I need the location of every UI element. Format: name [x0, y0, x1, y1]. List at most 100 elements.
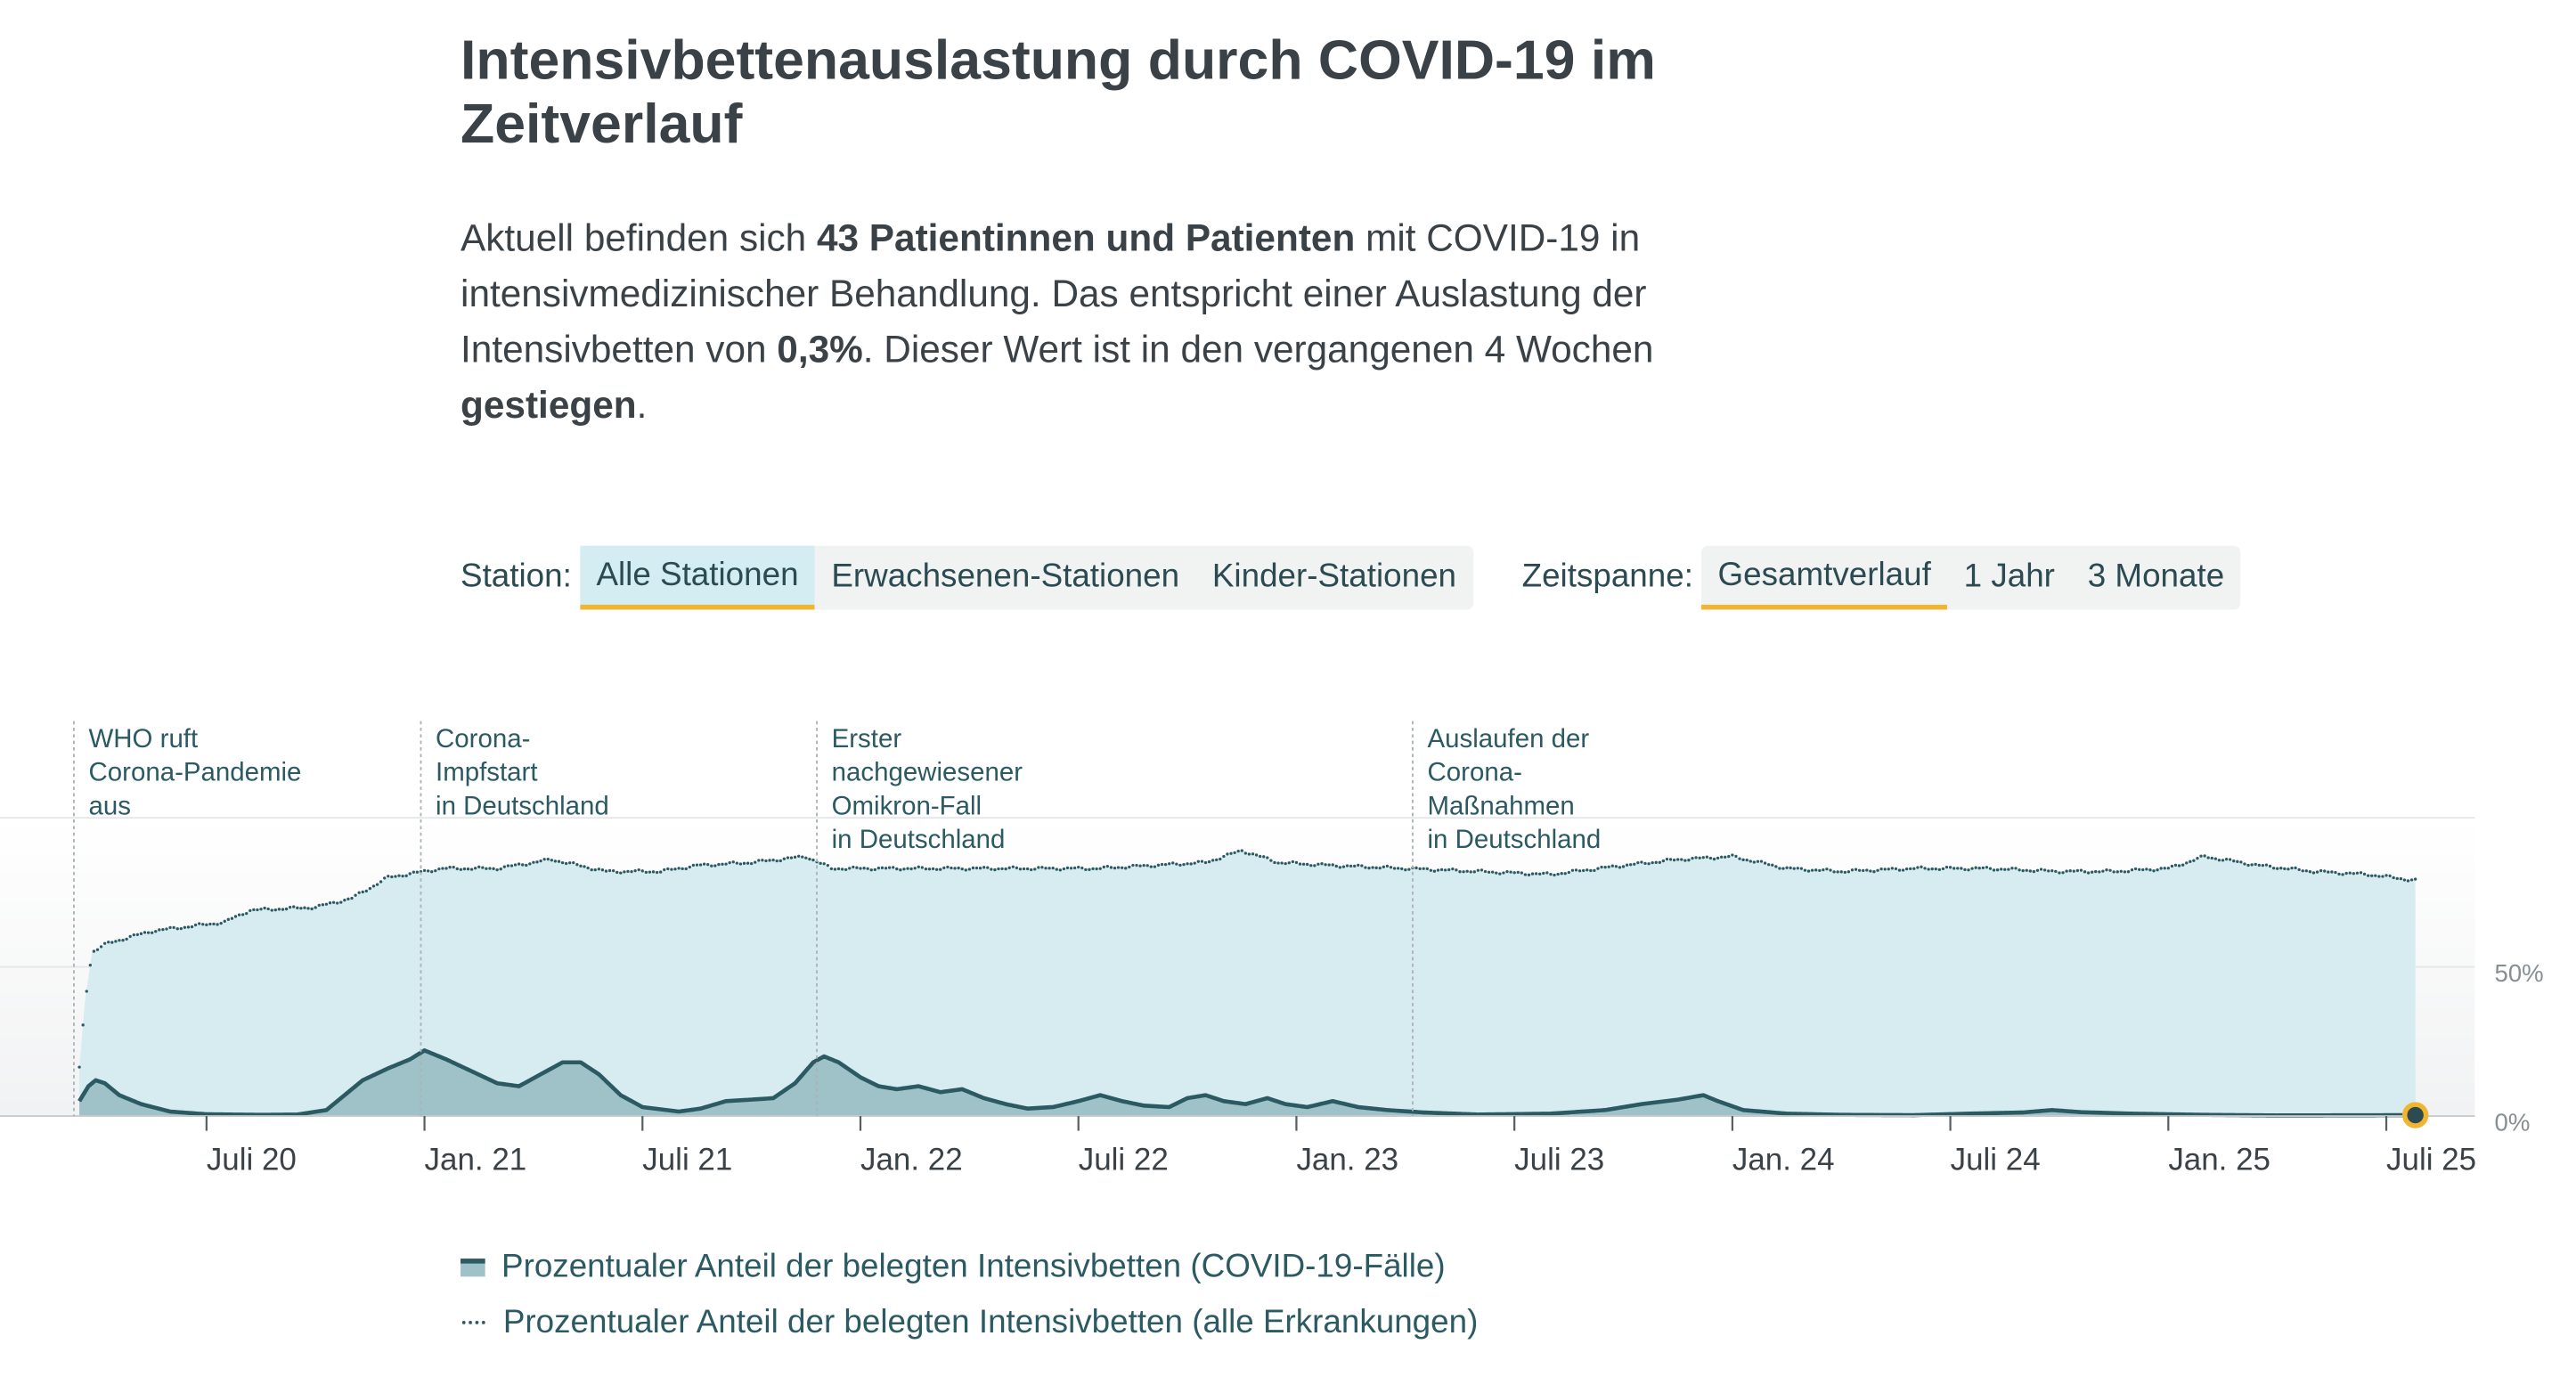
dot-all [2181, 863, 2185, 867]
dot-all [328, 901, 332, 905]
dot-all [481, 866, 485, 869]
dot-all [1636, 860, 1640, 865]
dot-all [1698, 856, 1701, 859]
dot-all [2381, 875, 2384, 878]
dot-all [615, 870, 619, 875]
dot-all [1153, 865, 1157, 868]
legend-label-all: Prozentualer Anteil der belegten Intensi… [502, 1303, 1479, 1340]
dot-all [2115, 870, 2119, 874]
dot-all [2250, 863, 2254, 867]
dot-all [2406, 879, 2410, 883]
dot-all [884, 867, 888, 870]
dot-all [1614, 865, 1618, 868]
dot-all [1738, 857, 1741, 860]
dot-all [1749, 859, 1752, 863]
dot-all [321, 903, 325, 907]
dot-all [1015, 866, 1019, 870]
dot-all [1661, 859, 1666, 863]
dot-all [1309, 864, 1313, 868]
period-option-3-monate[interactable]: 3 Monate [2087, 558, 2225, 595]
dot-all [1745, 858, 1749, 862]
dot-all [1098, 867, 1102, 870]
dot-all [1382, 865, 1385, 868]
dot-all [691, 863, 696, 868]
dot-all [266, 907, 270, 911]
dot-all [1334, 864, 1338, 868]
line-covid [77, 1048, 2416, 1118]
dot-all [437, 867, 441, 871]
dot-all [346, 897, 350, 900]
dot-all [1407, 868, 1411, 871]
dot-all [964, 868, 967, 872]
dot-all [408, 872, 412, 876]
station-option-kinder[interactable]: Kinder-Stationen [1211, 558, 1457, 595]
dot-all [1822, 868, 1825, 872]
station-option-alle[interactable]: Alle Stationen [580, 545, 815, 610]
dot-all [804, 856, 808, 859]
x-tick-label: Juli 24 [1951, 1143, 2041, 1177]
dot-all [659, 870, 663, 874]
dot-all [339, 900, 343, 904]
dot-all [1414, 866, 1418, 870]
dot-all [2061, 871, 2065, 875]
dot-all [1640, 860, 1643, 864]
dot-all [2126, 870, 2131, 874]
dot-all [640, 869, 644, 873]
dot-all [240, 913, 245, 916]
dot-all [1829, 868, 1832, 872]
dot-all [931, 867, 935, 871]
dot-all [2374, 874, 2377, 877]
dot-all [939, 868, 942, 871]
dot-all [1163, 862, 1168, 867]
dot-all [1353, 864, 1357, 868]
dot-all [477, 865, 481, 868]
dot-all [1189, 862, 1193, 866]
dot-all [226, 917, 230, 921]
dot-all [88, 964, 92, 967]
dot-all [1317, 862, 1320, 866]
dot-all [572, 861, 575, 865]
dot-all [525, 863, 528, 868]
dot-all [990, 868, 993, 871]
dot-all [1862, 868, 1865, 873]
dot-all [1349, 864, 1353, 868]
occupancy-chart[interactable]: WHO ruft Corona-Pandemie aus Corona- Impfsta… [0, 705, 2570, 1196]
dot-all [2199, 854, 2203, 858]
dot-all [81, 1023, 85, 1027]
dot-all [2094, 869, 2098, 874]
period-option-gesamt[interactable]: Gesamtverlauf [1701, 546, 1948, 610]
dot-all [412, 870, 415, 874]
dot-all [1131, 863, 1135, 868]
dot-all [2145, 868, 2148, 871]
dot-all [1313, 864, 1317, 868]
dot-all [245, 911, 249, 916]
dot-all [880, 866, 884, 869]
dot-all [1705, 855, 1708, 859]
dot-all [1556, 872, 1560, 876]
dot-all [1538, 872, 1542, 876]
dot-all [2058, 871, 2061, 875]
station-option-erwachsene[interactable]: Erwachsenen-Stationen [831, 558, 1180, 595]
dot-all [859, 867, 862, 870]
dot-all [521, 863, 525, 867]
period-option-1-jahr[interactable]: 1 Jahr [1963, 558, 2055, 595]
dot-all [1011, 865, 1015, 868]
dot-all [2359, 871, 2363, 875]
dot-all [198, 922, 201, 925]
dot-all [1549, 872, 1553, 876]
dot-all [1930, 867, 1934, 871]
dot-all [175, 927, 179, 931]
lead-part-4: . [636, 383, 648, 427]
dot-all [2166, 867, 2170, 870]
dot-all [2108, 868, 2112, 872]
dot-all [1752, 860, 1757, 864]
dot-all [277, 908, 281, 911]
annotation-text: Impfstart [436, 758, 538, 787]
dot-all [670, 868, 673, 871]
dot-all [1058, 868, 1062, 872]
station-label: Station: [461, 558, 572, 595]
dot-all [532, 860, 535, 864]
dot-all [1439, 868, 1444, 872]
dot-all [1495, 871, 1498, 875]
dot-all [284, 907, 289, 911]
